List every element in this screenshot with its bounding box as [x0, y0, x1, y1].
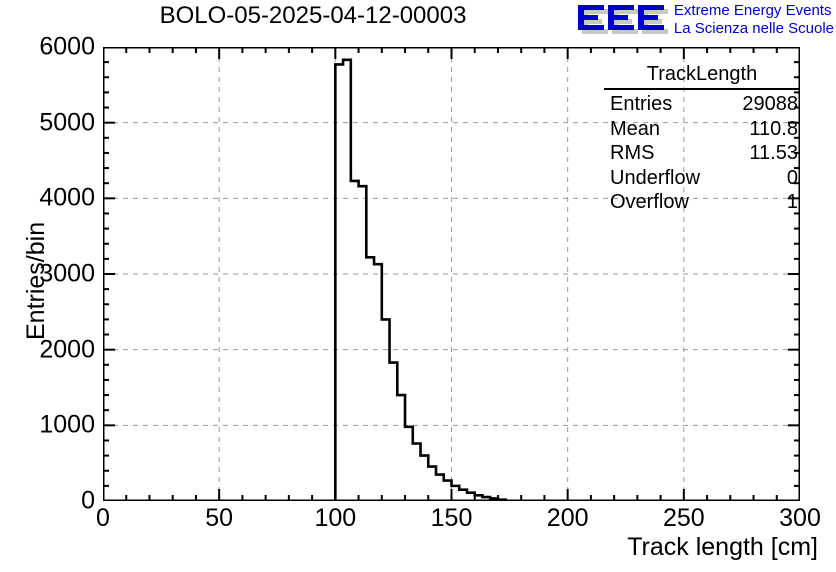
stats-divider: [604, 88, 800, 90]
stats-title: TrackLength: [646, 63, 758, 85]
y-tick-label: 5000: [39, 108, 95, 137]
x-tick-label: 250: [662, 504, 705, 532]
y-tick-label: 6000: [39, 32, 95, 61]
x-tick-label: 300: [779, 504, 821, 532]
stats-row: Underflow 0: [596, 166, 808, 191]
stats-rows: Entries 29088 Mean 110.8 RMS 11.53 Underflow 0 O…: [596, 92, 808, 215]
y-tick-label: 3000: [39, 259, 95, 288]
x-tick-label: 100: [314, 504, 357, 532]
x-tick-label: 0: [96, 504, 110, 532]
stats-row-value: 11.53: [749, 142, 798, 164]
y-tick-label: 4000: [39, 183, 95, 212]
plot-frame: [103, 47, 800, 501]
x-tick-label: 200: [546, 504, 589, 532]
stats-row-label: RMS: [610, 142, 655, 164]
page-title: BOLO-05-2025-04-12-00003: [159, 2, 467, 29]
stats-row-value: 29088: [742, 93, 798, 115]
histogram-outline: [334, 58, 508, 501]
stats-row-label: Overflow: [610, 191, 689, 213]
x-tick-label: 150: [430, 504, 473, 532]
y-tick-label: 1000: [39, 410, 95, 439]
stats-row-value: 1: [786, 191, 798, 213]
stats-row-value: 0: [786, 166, 798, 189]
eee-mark-icon: [576, 1, 668, 39]
stats-row: Mean 110.8: [596, 117, 808, 142]
stats-row-label: Entries: [610, 93, 673, 115]
stats-row: Overflow 1: [596, 190, 808, 215]
eee-logo-line1: Extreme Energy Events: [673, 2, 832, 19]
stats-row: RMS 11.53: [596, 141, 808, 166]
stats-row-label: Underflow: [610, 166, 701, 189]
stats-row-label: Mean: [610, 117, 661, 140]
y-tick-label: 2000: [39, 335, 95, 364]
eee-logo-text: Extreme Energy Events La Scienza nelle S…: [674, 1, 834, 38]
stats-row-value: 110.8: [749, 117, 798, 140]
statistics-box: TrackLength Entries 29088 Mean 110.8 RMS 11.5…: [596, 62, 808, 215]
eee-logo-line2: La Scienza nelle Scuole: [673, 20, 834, 37]
x-tick-label: 50: [205, 504, 234, 532]
stats-row: Entries 29088: [596, 92, 808, 117]
eee-logo: Extreme Energy Events La Scienza nelle S…: [576, 1, 834, 39]
x-axis-title: Track length [cm]: [627, 533, 818, 561]
plot-area: [103, 47, 800, 501]
gridlines: [103, 47, 800, 501]
y-tick-label: 0: [81, 486, 95, 515]
